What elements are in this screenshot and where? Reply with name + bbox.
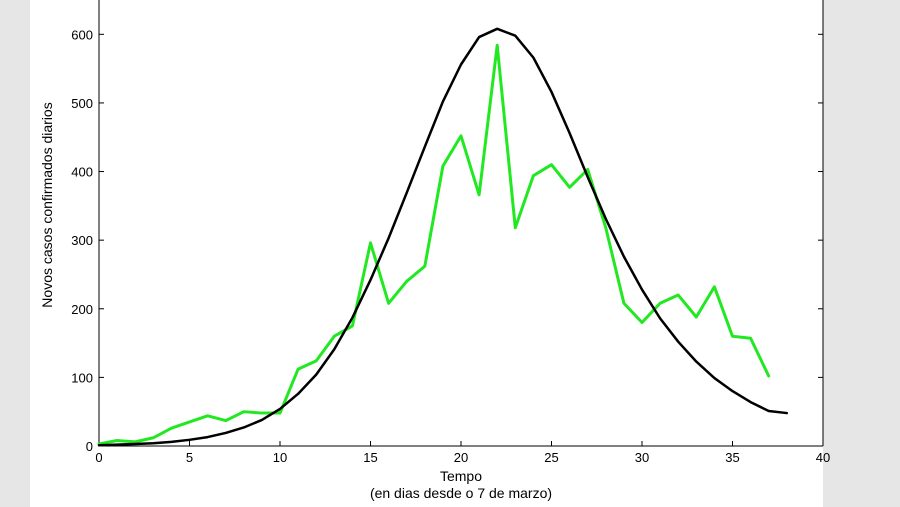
x-tick-label: 10 (273, 450, 287, 465)
series-layer (97, 27, 789, 447)
y-axis-title: Novos casos confirmados diarios (39, 102, 55, 307)
observed-cases-line (97, 43, 771, 446)
y-tick-label: 0 (86, 439, 93, 454)
y-tick-label: 300 (71, 233, 93, 248)
x-axis-subtitle: (en dias desde o 7 de marzo) (370, 485, 552, 501)
y-tick-label: 100 (71, 370, 93, 385)
x-tick-label: 15 (363, 450, 377, 465)
x-tick-label: 40 (816, 450, 830, 465)
x-axis-title: Tempo (440, 468, 482, 484)
x-tick-label: 5 (186, 450, 193, 465)
y-tick-label: 400 (71, 165, 93, 180)
y-tick-label: 600 (71, 27, 93, 42)
x-tick-label: 25 (544, 450, 558, 465)
model-curve-line (97, 27, 789, 447)
x-tick-label: 30 (635, 450, 649, 465)
x-tick-label: 20 (454, 450, 468, 465)
x-tick-label: 0 (95, 450, 102, 465)
x-tick-label: 35 (725, 450, 739, 465)
y-tick-label: 500 (71, 96, 93, 111)
y-tick-label: 200 (71, 302, 93, 317)
